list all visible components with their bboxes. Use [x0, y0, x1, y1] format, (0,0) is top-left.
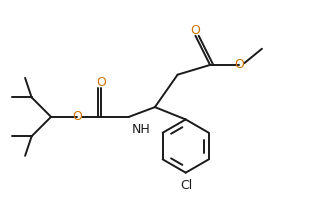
- Text: Cl: Cl: [180, 178, 192, 192]
- Text: O: O: [235, 58, 244, 71]
- Text: NH: NH: [131, 123, 150, 136]
- Text: O: O: [72, 110, 82, 123]
- Text: O: O: [190, 24, 200, 37]
- Text: O: O: [96, 76, 106, 89]
